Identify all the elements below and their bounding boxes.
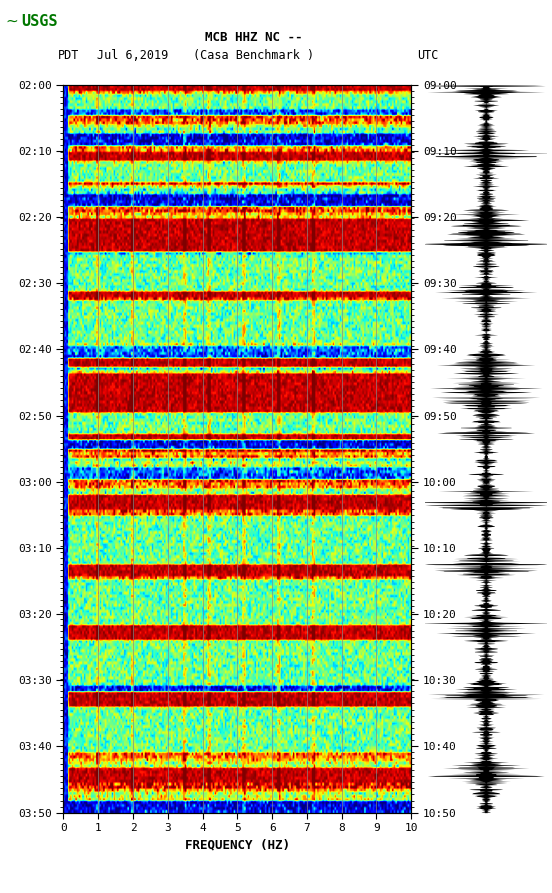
Text: Jul 6,2019: Jul 6,2019 [97, 49, 168, 63]
Text: ∼: ∼ [6, 14, 18, 29]
Text: USGS: USGS [22, 14, 58, 29]
Text: MCB HHZ NC --: MCB HHZ NC -- [205, 31, 302, 45]
X-axis label: FREQUENCY (HZ): FREQUENCY (HZ) [185, 839, 290, 852]
Text: (Casa Benchmark ): (Casa Benchmark ) [193, 49, 315, 63]
Text: PDT: PDT [58, 49, 79, 63]
Text: UTC: UTC [417, 49, 438, 63]
